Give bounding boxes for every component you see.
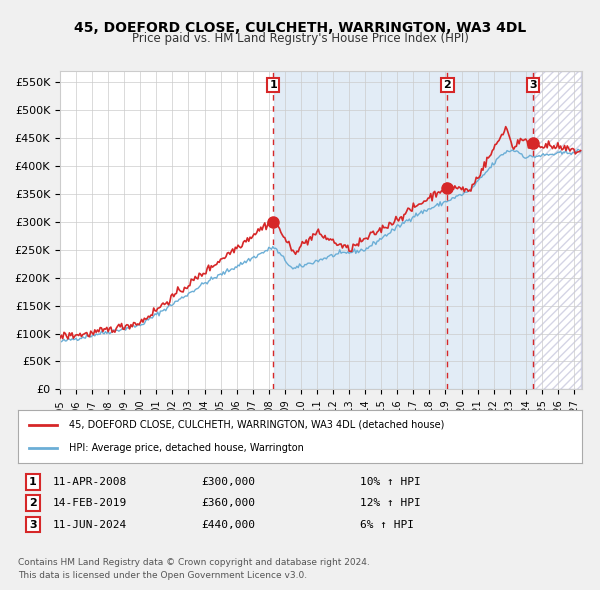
Text: 14-FEB-2019: 14-FEB-2019 xyxy=(53,499,127,508)
Text: 6% ↑ HPI: 6% ↑ HPI xyxy=(360,520,414,529)
Text: 11-APR-2008: 11-APR-2008 xyxy=(53,477,127,487)
Text: £440,000: £440,000 xyxy=(201,520,255,529)
Text: 12% ↑ HPI: 12% ↑ HPI xyxy=(360,499,421,508)
Text: Contains HM Land Registry data © Crown copyright and database right 2024.: Contains HM Land Registry data © Crown c… xyxy=(18,558,370,566)
Text: 11-JUN-2024: 11-JUN-2024 xyxy=(53,520,127,529)
Text: 3: 3 xyxy=(29,520,37,529)
Text: £300,000: £300,000 xyxy=(201,477,255,487)
Text: 1: 1 xyxy=(29,477,37,487)
Text: HPI: Average price, detached house, Warrington: HPI: Average price, detached house, Warr… xyxy=(69,443,304,453)
Text: This data is licensed under the Open Government Licence v3.0.: This data is licensed under the Open Gov… xyxy=(18,571,307,579)
Text: £360,000: £360,000 xyxy=(201,499,255,508)
Text: 45, DOEFORD CLOSE, CULCHETH, WARRINGTON, WA3 4DL: 45, DOEFORD CLOSE, CULCHETH, WARRINGTON,… xyxy=(74,21,526,35)
Text: 3: 3 xyxy=(529,80,536,90)
Text: 45, DOEFORD CLOSE, CULCHETH, WARRINGTON, WA3 4DL (detached house): 45, DOEFORD CLOSE, CULCHETH, WARRINGTON,… xyxy=(69,420,444,430)
Text: 2: 2 xyxy=(443,80,451,90)
Text: Price paid vs. HM Land Registry's House Price Index (HPI): Price paid vs. HM Land Registry's House … xyxy=(131,32,469,45)
Text: 1: 1 xyxy=(269,80,277,90)
Text: 2: 2 xyxy=(29,499,37,508)
Text: 10% ↑ HPI: 10% ↑ HPI xyxy=(360,477,421,487)
